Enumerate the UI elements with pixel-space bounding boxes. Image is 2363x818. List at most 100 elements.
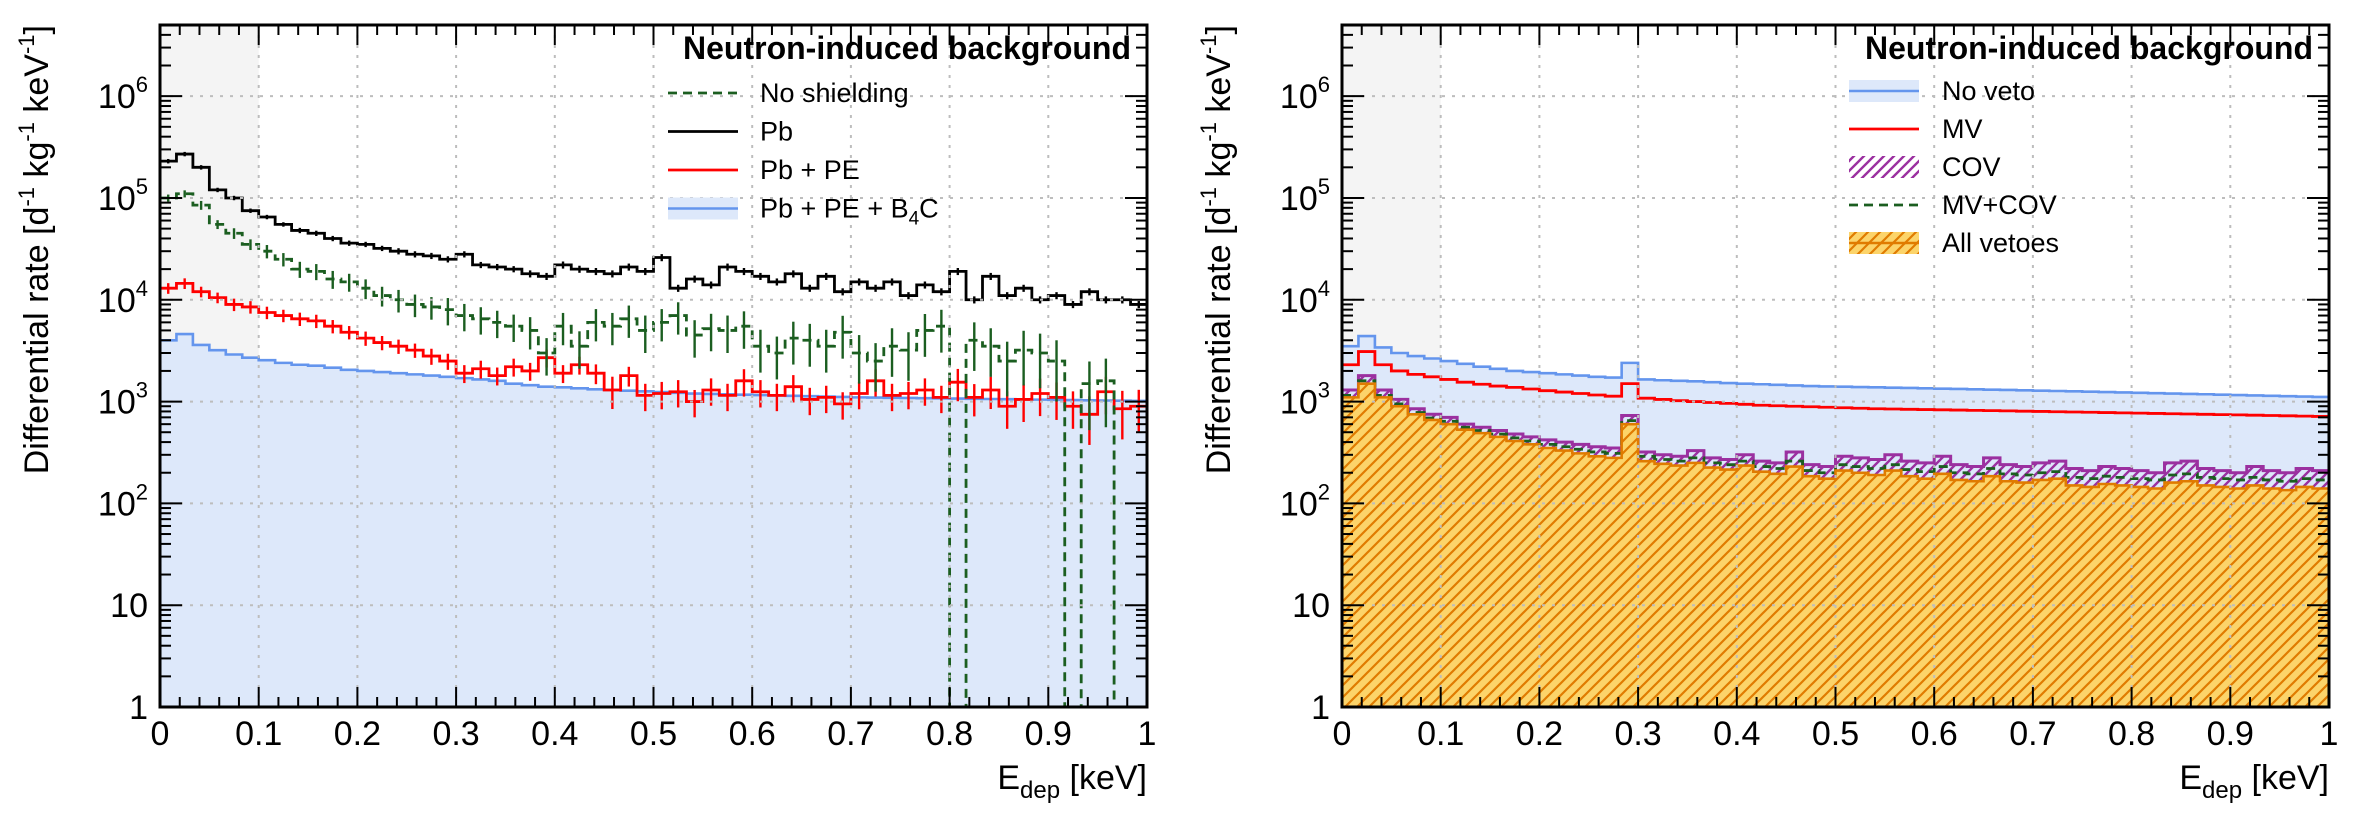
x-tick-label: 0.7 <box>2009 715 2056 753</box>
y-tick-exponent: 2 <box>136 479 148 504</box>
legend-label: MV+COV <box>1942 190 2057 220</box>
y-title-part: ] <box>1200 25 1238 34</box>
y-tick-exponent: 2 <box>1318 479 1330 504</box>
x-title-main: E <box>997 759 1020 797</box>
y-title-sup: -1 <box>14 122 39 142</box>
y-tick-exponent: 3 <box>136 378 148 403</box>
x-tick-label: 0.4 <box>1713 715 1760 753</box>
y-tick-exponent: 5 <box>136 174 148 199</box>
legend-label: MV <box>1942 114 1983 144</box>
y-tick-base: 10 <box>98 180 136 218</box>
y-tick-label: 103 <box>98 378 148 422</box>
x-tick-label: 0.1 <box>1417 715 1464 753</box>
x-tick-label: 0.1 <box>235 715 282 753</box>
y-tick-base: 10 <box>1280 282 1318 320</box>
y-tick-base: 10 <box>110 587 148 625</box>
legend: Neutron-induced background No shielding Pb… <box>668 30 1131 230</box>
y-title-part: Differential rate [d <box>1200 207 1238 475</box>
y-title-sup: -1 <box>14 34 39 54</box>
y-tick-label: 103 <box>1280 378 1330 422</box>
legend-label: No veto <box>1942 76 2035 106</box>
x-tick-label: 0.4 <box>531 715 578 753</box>
legend-entry: No veto <box>1849 76 2035 106</box>
y-tick-label: 105 <box>98 174 148 218</box>
legend-label: All vetoes <box>1942 228 2059 258</box>
plot-frame <box>158 23 1149 709</box>
x-tick-label: 0 <box>151 715 170 753</box>
plot-frame <box>1340 23 2331 709</box>
legend-label: COV <box>1942 152 2001 182</box>
y-tick-base: 10 <box>98 78 136 116</box>
legend-entry: MV <box>1849 114 1983 144</box>
plot-content <box>160 151 1147 707</box>
x-tick-label: 0.6 <box>729 715 776 753</box>
legend-title: Neutron-induced background <box>683 30 1131 66</box>
y-tick-base: 10 <box>1280 180 1318 218</box>
legend-label-main: Pb + PE + B <box>760 194 909 224</box>
y-title-part: kg <box>1200 142 1238 187</box>
y-title-part: keV <box>1200 54 1238 122</box>
series-pb-pe <box>160 278 1147 445</box>
y-tick-base: 10 <box>98 384 136 422</box>
legend-label: Pb <box>760 117 793 147</box>
series-pb-pe-b4c <box>160 332 1147 707</box>
x-tick-label: 0.7 <box>827 715 874 753</box>
y-tick-label: 10 <box>1292 587 1330 625</box>
y-axis-title: Differential rate [d-1 kg-1 keV-1] <box>1196 25 1238 474</box>
legend-label: Pb + PE <box>760 155 860 185</box>
series-no-shielding <box>160 190 1147 707</box>
series-line <box>160 332 1147 403</box>
y-tick-label: 10 <box>110 587 148 625</box>
x-tick-label: 0.5 <box>1812 715 1859 753</box>
legend-swatch <box>1849 156 1919 178</box>
y-tick-base: 1 <box>1311 689 1330 727</box>
y-tick-label: 1 <box>129 689 148 727</box>
y-tick-exponent: 6 <box>136 72 148 97</box>
y-tick-label: 106 <box>1280 72 1330 116</box>
y-tick-exponent: 4 <box>136 276 148 301</box>
y-tick-base: 10 <box>1280 384 1318 422</box>
legend: Neutron-induced background No veto MV COV MV… <box>1849 30 2313 258</box>
x-title-sub: dep <box>1020 777 1060 804</box>
ticks <box>159 24 1148 708</box>
y-tick-base: 1 <box>129 689 148 727</box>
legend-entry: No shielding <box>668 78 909 108</box>
y-tick-label: 102 <box>98 479 148 523</box>
right-panel: 0 0.1 0.2 0.3 0.4 0.5 0.6 0.7 0.8 0.9 111010210310… <box>1196 23 2339 804</box>
x-tick-label: 0 <box>1333 715 1352 753</box>
ticks <box>1341 24 2330 708</box>
y-axis-title: Differential rate [d-1 kg-1 keV-1] <box>14 25 56 474</box>
y-tick-base: 10 <box>1292 587 1330 625</box>
y-tick-label: 106 <box>98 72 148 116</box>
x-tick-label: 0.9 <box>1025 715 1072 753</box>
y-tick-base: 10 <box>98 485 136 523</box>
y-tick-exponent: 6 <box>1318 72 1330 97</box>
y-title-sup: -1 <box>14 187 39 207</box>
legend-entry: Pb <box>668 117 793 147</box>
y-title-part: keV <box>18 54 56 122</box>
y-title-part: Differential rate [d <box>18 207 56 475</box>
x-title-main: E <box>2179 759 2202 797</box>
series-line <box>1342 379 2329 483</box>
series-fill <box>160 334 1147 707</box>
y-title-sup: -1 <box>1196 122 1221 142</box>
x-title-sub: dep <box>2202 777 2242 804</box>
x-tick-label: 0.3 <box>432 715 479 753</box>
x-tick-label: 1 <box>2320 715 2339 753</box>
y-tick-base: 10 <box>1280 485 1318 523</box>
plot-content <box>1342 334 2329 707</box>
x-tick-label: 0.3 <box>1614 715 1661 753</box>
y-title-part: ] <box>18 25 56 34</box>
y-title-sup: -1 <box>1196 34 1221 54</box>
x-tick-label: 0.6 <box>1911 715 1958 753</box>
x-title-rest: [keV] <box>1060 759 1147 797</box>
legend-entry: MV+COV <box>1849 190 2057 220</box>
x-tick-label: 0.8 <box>2108 715 2155 753</box>
legend-entry: Pb + PE + B4C <box>668 194 939 230</box>
y-tick-exponent: 5 <box>1318 174 1330 199</box>
x-tick-label: 0.9 <box>2207 715 2254 753</box>
left-panel: 0 0.1 0.2 0.3 0.4 0.5 0.6 0.7 0.8 0.9 111010210310… <box>14 23 1156 804</box>
y-tick-exponent: 4 <box>1318 276 1330 301</box>
